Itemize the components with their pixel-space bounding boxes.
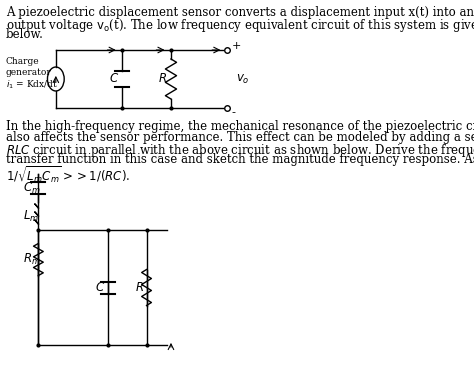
Text: $C_m$: $C_m$	[23, 180, 41, 196]
Text: R: R	[158, 73, 166, 85]
Text: $1/\sqrt{L_m C_m} >> 1/(RC)$.: $1/\sqrt{L_m C_m} >> 1/(RC)$.	[6, 164, 130, 185]
Text: $L_m$: $L_m$	[23, 208, 39, 223]
Text: R: R	[136, 281, 144, 294]
Text: A piezoelectric displacement sensor converts a displacement input x(t) into an: A piezoelectric displacement sensor conv…	[6, 6, 474, 19]
Text: +: +	[232, 41, 241, 51]
Text: $R_m$: $R_m$	[23, 252, 41, 267]
Text: -: -	[232, 107, 236, 117]
Text: C: C	[109, 73, 118, 85]
Text: Charge
generator
$i_1$ = Kdx/dt: Charge generator $i_1$ = Kdx/dt	[6, 57, 58, 91]
Text: also affects the sensor performance. This effect can be modeled by adding a seri: also affects the sensor performance. Thi…	[6, 131, 474, 144]
Text: C: C	[96, 281, 104, 294]
Text: $\mathit{RLC}$ circuit in parallel with the above circuit as shown below. Derive: $\mathit{RLC}$ circuit in parallel with …	[6, 142, 474, 159]
Text: transfer function in this case and sketch the magnitude frequency response. Assu: transfer function in this case and sketc…	[6, 153, 474, 166]
Text: In the high-frequency regime, the mechanical resonance of the piezoelectric crys: In the high-frequency regime, the mechan…	[6, 120, 474, 133]
Text: output voltage $\mathrm{v_o}$(t). The low frequency equivalent circuit of this s: output voltage $\mathrm{v_o}$(t). The lo…	[6, 17, 474, 34]
Text: below.: below.	[6, 28, 44, 41]
Text: $v_o$: $v_o$	[236, 72, 249, 85]
